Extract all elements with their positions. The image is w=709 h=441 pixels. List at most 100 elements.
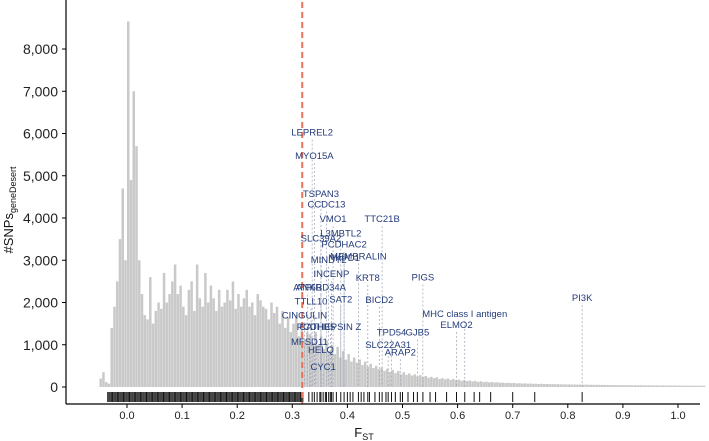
histogram-bar <box>639 385 642 387</box>
histogram-bar <box>675 385 678 387</box>
histogram-bar <box>286 317 290 387</box>
gene-label: KRT8 <box>356 273 380 284</box>
histogram-bar <box>567 384 571 387</box>
gene-label: ELMO2 <box>440 320 472 331</box>
histogram-bar <box>355 362 359 387</box>
histogram-bar <box>146 319 149 387</box>
gene-label: TTC21B <box>364 214 399 225</box>
histogram-bar <box>143 315 147 387</box>
histogram-bar <box>184 315 188 387</box>
histogram-bar <box>432 378 436 387</box>
histogram-bar <box>578 384 582 387</box>
histogram-bar <box>416 376 419 387</box>
histogram-bar <box>333 354 337 387</box>
histogram-bar <box>454 380 458 387</box>
histogram-bar <box>352 357 356 387</box>
histogram-bar <box>138 260 141 387</box>
histogram-bar <box>151 323 155 388</box>
histogram-bar <box>465 381 469 387</box>
histogram-bar <box>165 302 169 387</box>
histogram-bar <box>529 383 532 387</box>
gene-label: CYC1 <box>310 362 335 373</box>
histogram-bar <box>336 346 339 387</box>
histogram-bar <box>369 363 372 387</box>
histogram-bar <box>273 313 276 387</box>
histogram-bar <box>644 385 648 387</box>
histogram-bar <box>702 385 706 387</box>
histogram-bar <box>237 294 240 387</box>
histogram-bar <box>374 365 378 388</box>
gene-label: MHC class I antigen <box>422 309 507 320</box>
histogram-bar <box>647 385 651 387</box>
histogram-bar <box>383 370 386 387</box>
x-tick-label: 0.9 <box>615 410 630 422</box>
histogram-bar <box>394 373 397 387</box>
histogram-bar <box>366 366 370 387</box>
histogram-bar <box>262 306 265 387</box>
histogram-bar <box>234 308 237 387</box>
histogram-bar <box>562 384 565 387</box>
histogram-bar <box>350 361 353 387</box>
gene-label: CCDC13 <box>307 199 345 210</box>
histogram-bar <box>195 264 199 387</box>
gene-label: VMO1 <box>320 214 347 225</box>
gene-label: PCDHB5 <box>297 322 336 333</box>
histogram-bar <box>341 351 345 387</box>
x-tick-label: 0.0 <box>119 410 134 422</box>
histogram-bar <box>471 381 474 387</box>
histogram-bar <box>110 327 113 387</box>
histogram-bar <box>270 302 273 387</box>
histogram-bar <box>118 239 122 388</box>
histogram-bar <box>609 385 612 387</box>
histogram-bar <box>231 281 235 388</box>
gene-label: SAT2 <box>329 295 352 306</box>
y-tick-label: 3,000 <box>23 252 58 268</box>
histogram-bar <box>534 383 538 387</box>
histogram-bar <box>559 384 563 387</box>
x-axis-title: FST <box>354 425 374 441</box>
histogram-bar <box>157 302 160 387</box>
histogram-bar <box>297 336 301 387</box>
histogram-bar <box>223 302 226 387</box>
histogram-bar <box>284 327 287 387</box>
histogram-bar <box>636 385 640 387</box>
histogram-bar <box>278 323 282 388</box>
gene-label: LEPREL2 <box>291 128 333 139</box>
x-tick-label: 0.4 <box>340 410 355 422</box>
histogram-bar <box>540 383 543 387</box>
histogram-bar <box>611 385 615 387</box>
y-tick-label: 7,000 <box>23 83 58 99</box>
x-tick-label: 0.2 <box>230 410 245 422</box>
histogram-bar <box>176 294 180 387</box>
histogram-bar <box>206 302 210 387</box>
histogram-bar <box>620 385 623 387</box>
histogram-bar <box>441 378 444 387</box>
histogram-bar <box>187 289 191 387</box>
histogram-bar <box>584 384 587 387</box>
histogram-bar <box>399 374 403 387</box>
histogram-bar <box>149 277 152 387</box>
rug-marks <box>107 392 583 402</box>
gene-label: PIGS <box>412 273 435 284</box>
histogram-bar <box>606 384 609 387</box>
histogram-bar <box>628 385 631 387</box>
x-tick-label: 0.3 <box>285 410 300 422</box>
histogram-bar <box>498 382 502 387</box>
histogram-bar <box>424 376 428 387</box>
histogram-bar <box>554 384 557 387</box>
histogram-bar <box>479 381 483 387</box>
gene-label: TTLL10 <box>295 297 328 308</box>
histogram-bar <box>267 319 270 387</box>
histogram-bar <box>446 378 450 387</box>
histogram-bar <box>531 383 535 387</box>
histogram-bar <box>598 384 601 387</box>
histogram-bar <box>385 368 389 387</box>
histogram-bar <box>308 334 312 387</box>
histogram-bar <box>625 385 629 387</box>
histogram-bar <box>182 306 185 387</box>
y-tick-label: 5,000 <box>23 168 58 184</box>
histogram-bar <box>669 385 673 387</box>
y-tick-label: 6,000 <box>23 126 58 142</box>
histogram-bar <box>548 384 552 387</box>
histogram-bar <box>545 383 549 387</box>
